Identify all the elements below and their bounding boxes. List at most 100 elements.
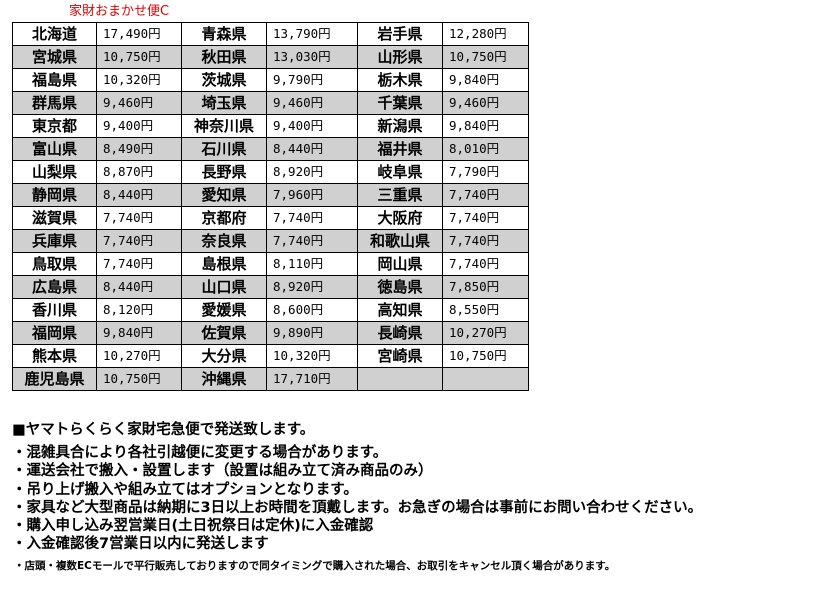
rate-cell: 8,120円 xyxy=(96,298,182,322)
table-row: 香川県 8,120円 愛媛県 8,600円 高知県 8,550円 xyxy=(12,298,529,322)
rate-cell: 9,400円 xyxy=(96,114,182,138)
rate-cell: 10,320円 xyxy=(266,344,358,368)
prefecture-cell: 兵庫県 xyxy=(12,229,97,253)
rate-cell: 7,740円 xyxy=(96,229,182,253)
prefecture-cell: 長崎県 xyxy=(357,321,443,345)
note-item: ・家具など大型商品は納期に3日以上お時間を頂戴します。お急ぎの場合は事前にお問い… xyxy=(12,499,703,516)
shipping-heading: ■ヤマトらくらく家財宅急便で発送致します。 xyxy=(12,422,315,438)
prefecture-cell: 静岡県 xyxy=(12,183,97,207)
table-row: 宮城県 10,750円 秋田県 13,030円 山形県 10,750円 xyxy=(12,45,529,69)
prefecture-cell: 福島県 xyxy=(12,68,97,92)
prefecture-cell: 岡山県 xyxy=(357,252,443,276)
small-note: ・店頭・複数ECモールで平行販売しておりますので同タイミングで購入された場合、お… xyxy=(14,560,616,572)
rate-cell: 8,440円 xyxy=(96,183,182,207)
rate-cell: 8,920円 xyxy=(266,275,358,299)
table-row: 兵庫県 7,740円 奈良県 7,740円 和歌山県 7,740円 xyxy=(12,229,529,253)
prefecture-cell: 茨城県 xyxy=(181,68,267,92)
rate-cell: 8,550円 xyxy=(442,298,529,322)
table-row: 富山県 8,490円 石川県 8,440円 福井県 8,010円 xyxy=(12,137,529,161)
note-item: ・吊り上げ搬入や組み立てはオプションとなります。 xyxy=(12,481,358,498)
prefecture-cell: 滋賀県 xyxy=(12,206,97,230)
prefecture-cell: 徳島県 xyxy=(357,275,443,299)
rate-cell: 7,740円 xyxy=(442,252,529,276)
prefecture-cell: 鳥取県 xyxy=(12,252,97,276)
rate-cell: 9,400円 xyxy=(266,114,358,138)
prefecture-cell: 宮崎県 xyxy=(357,344,443,368)
rate-cell: 7,740円 xyxy=(96,206,182,230)
rate-cell: 8,110円 xyxy=(266,252,358,276)
table-row: 広島県 8,440円 山口県 8,920円 徳島県 7,850円 xyxy=(12,275,529,299)
rate-cell: 8,600円 xyxy=(266,298,358,322)
note-item: ・運送会社で搬入・設置します（設置は組み立て済み商品のみ） xyxy=(12,463,433,480)
prefecture-cell: 和歌山県 xyxy=(357,229,443,253)
rate-cell: 8,490円 xyxy=(96,137,182,161)
rate-cell: 8,440円 xyxy=(96,275,182,299)
rate-cell: 17,710円 xyxy=(266,367,358,391)
rate-cell: 8,010円 xyxy=(442,137,529,161)
prefecture-cell: 佐賀県 xyxy=(181,321,267,345)
table-row: 山梨県 8,870円 長野県 8,920円 岐阜県 7,790円 xyxy=(12,160,529,184)
prefecture-cell: 島根県 xyxy=(181,252,267,276)
rate-cell: 9,840円 xyxy=(442,68,529,92)
note-item: ・混雑具合により各社引越便に変更する場合があります。 xyxy=(12,445,388,461)
prefecture-cell: 高知県 xyxy=(357,298,443,322)
rate-cell: 12,280円 xyxy=(442,22,529,46)
table-row: 熊本県 10,270円 大分県 10,320円 宮崎県 10,750円 xyxy=(12,344,529,368)
table-row: 鳥取県 7,740円 島根県 8,110円 岡山県 7,740円 xyxy=(12,252,529,276)
rate-cell xyxy=(442,367,529,391)
rate-cell: 13,030円 xyxy=(266,45,358,69)
prefecture-cell: 秋田県 xyxy=(181,45,267,69)
prefecture-cell xyxy=(357,367,443,391)
prefecture-cell: 岩手県 xyxy=(357,22,443,46)
table-row: 鹿児島県 10,750円 沖縄県 17,710円 xyxy=(12,367,529,391)
rate-cell: 8,440円 xyxy=(266,137,358,161)
table-row: 滋賀県 7,740円 京都府 7,740円 大阪府 7,740円 xyxy=(12,206,529,230)
note-item: ・入金確認後7営業日以内に発送します xyxy=(12,536,269,553)
prefecture-cell: 青森県 xyxy=(181,22,267,46)
prefecture-cell: 富山県 xyxy=(12,137,97,161)
rate-cell: 9,840円 xyxy=(96,321,182,345)
prefecture-cell: 鹿児島県 xyxy=(12,367,97,391)
prefecture-cell: 愛媛県 xyxy=(181,298,267,322)
shipping-notes: ・混雑具合により各社引越便に変更する場合があります。 ・運送会社で搬入・設置しま… xyxy=(12,444,702,554)
table-row: 北海道 17,490円 青森県 13,790円 岩手県 12,280円 xyxy=(12,22,529,46)
prefecture-cell: 栃木県 xyxy=(357,68,443,92)
rate-cell: 10,750円 xyxy=(442,344,529,368)
prefecture-cell: 福岡県 xyxy=(12,321,97,345)
prefecture-cell: 新潟県 xyxy=(357,114,443,138)
rate-cell: 9,890円 xyxy=(266,321,358,345)
prefecture-cell: 長野県 xyxy=(181,160,267,184)
rate-cell: 7,740円 xyxy=(442,229,529,253)
rate-cell: 17,490円 xyxy=(96,22,182,46)
rate-cell: 10,320円 xyxy=(96,68,182,92)
prefecture-cell: 神奈川県 xyxy=(181,114,267,138)
rate-cell: 10,270円 xyxy=(96,344,182,368)
prefecture-cell: 福井県 xyxy=(357,137,443,161)
rate-cell: 10,750円 xyxy=(96,367,182,391)
rate-cell: 9,840円 xyxy=(442,114,529,138)
prefecture-cell: 大分県 xyxy=(181,344,267,368)
table-row: 東京都 9,400円 神奈川県 9,400円 新潟県 9,840円 xyxy=(12,114,529,138)
rate-cell: 9,790円 xyxy=(266,68,358,92)
table-row: 群馬県 9,460円 埼玉県 9,460円 千葉県 9,460円 xyxy=(12,91,529,115)
prefecture-cell: 岐阜県 xyxy=(357,160,443,184)
table-row: 福岡県 9,840円 佐賀県 9,890円 長崎県 10,270円 xyxy=(12,321,529,345)
prefecture-cell: 山口県 xyxy=(181,275,267,299)
rate-cell: 7,850円 xyxy=(442,275,529,299)
rate-cell: 10,750円 xyxy=(442,45,529,69)
table-row: 福島県 10,320円 茨城県 9,790円 栃木県 9,840円 xyxy=(12,68,529,92)
prefecture-cell: 三重県 xyxy=(357,183,443,207)
prefecture-cell: 北海道 xyxy=(12,22,97,46)
rate-cell: 9,460円 xyxy=(96,91,182,115)
rate-cell: 9,460円 xyxy=(442,91,529,115)
rate-cell: 7,740円 xyxy=(266,206,358,230)
shipping-rate-table: 北海道 17,490円 青森県 13,790円 岩手県 12,280円 宮城県 10,750円… xyxy=(12,22,529,391)
rate-cell: 7,740円 xyxy=(266,229,358,253)
prefecture-cell: 沖縄県 xyxy=(181,367,267,391)
prefecture-cell: 千葉県 xyxy=(357,91,443,115)
prefecture-cell: 香川県 xyxy=(12,298,97,322)
prefecture-cell: 宮城県 xyxy=(12,45,97,69)
prefecture-cell: 山形県 xyxy=(357,45,443,69)
prefecture-cell: 群馬県 xyxy=(12,91,97,115)
shipping-plan-caption: 家財おまかせ便C xyxy=(69,4,170,19)
